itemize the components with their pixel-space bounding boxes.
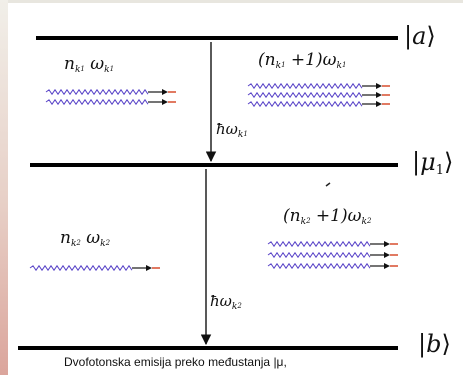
photon-head-upper_right-1 xyxy=(376,83,382,89)
mode-label-lower-right: (nk2 +1)ωk2 xyxy=(283,206,371,227)
photon-wave-lower_right-2 xyxy=(267,251,371,259)
photon-head-upper_right-2 xyxy=(376,92,382,98)
left-border xyxy=(0,0,8,375)
ket-b-symbol: b xyxy=(426,330,442,358)
transition-2-subsub: 2 xyxy=(237,302,242,310)
ur-k: k xyxy=(275,61,282,71)
ul-n: n xyxy=(64,54,75,74)
photon-head-lower_right-3 xyxy=(384,263,390,269)
photon-head-upper_right-3 xyxy=(376,101,382,107)
photon-wave-upper_right-1 xyxy=(247,82,363,90)
lr-omega-k-idx: 2 xyxy=(366,217,372,225)
ll-omega: ω xyxy=(86,228,101,248)
ket-mu1: |μ1⟩ xyxy=(412,148,454,178)
ur-k-idx: 1 xyxy=(281,61,286,69)
photon-wave-upper_left-1 xyxy=(45,88,149,96)
mode-label-upper-right: (nk1 +1)ωk1 xyxy=(258,50,346,71)
ur-prefix: (n xyxy=(258,50,276,70)
ul-k-idx: 1 xyxy=(80,65,85,73)
lr-suffix: +1)ω xyxy=(310,206,362,226)
photon-head-lower_right-2 xyxy=(384,252,390,258)
ur-omega-k: k xyxy=(336,61,342,71)
photon-wave-lower_right-1 xyxy=(267,240,371,248)
transition-label-2: ħωk2 xyxy=(210,292,242,312)
mode-label-lower-left: nk2 ωk2 xyxy=(60,228,110,249)
photon-head-lower_left-1 xyxy=(146,265,152,271)
photon-wave-lower_right-3 xyxy=(267,262,371,270)
transition-2-text: ħω xyxy=(210,292,232,310)
lr-k: k xyxy=(300,217,307,227)
ll-k-idx: 2 xyxy=(76,239,81,247)
ur-suffix: +1)ω xyxy=(285,50,337,70)
photon-head-upper_left-1 xyxy=(162,89,168,95)
ket-a: |a⟩ xyxy=(404,22,436,50)
ll-n: n xyxy=(60,228,71,248)
transition-1-sub: k xyxy=(237,130,244,140)
ul-omega: ω xyxy=(90,54,105,74)
ll-omega-k-idx: 2 xyxy=(105,239,111,247)
ul-omega-k: k xyxy=(104,65,110,75)
lr-prefix: (n xyxy=(283,206,301,226)
transition-1-subsub: 1 xyxy=(243,130,248,138)
photon-head-lower_right-1 xyxy=(384,241,390,247)
mode-label-upper-left: nk1 ωk1 xyxy=(64,54,114,75)
ll-k: k xyxy=(70,239,77,249)
ket-a-symbol: a xyxy=(412,22,427,50)
photon-wave-upper_left-2 xyxy=(45,98,149,106)
ul-omega-k-idx: 1 xyxy=(109,65,115,73)
lr-k-idx: 2 xyxy=(306,217,311,225)
stray-mark xyxy=(325,182,331,187)
photon-wave-upper_right-2 xyxy=(247,91,363,99)
transition-label-1: ħωk1 xyxy=(216,120,248,140)
lr-omega-k: k xyxy=(361,217,367,227)
ket-b: |b⟩ xyxy=(418,330,451,358)
photon-wave-upper_right-3 xyxy=(247,100,363,108)
caption: Dvofotonska emisija preko međustanja |μ, xyxy=(64,355,287,369)
ur-omega-k-idx: 1 xyxy=(341,61,347,69)
transition-2-sub: k xyxy=(231,302,238,312)
photon-wave-lower_left-1 xyxy=(29,264,133,272)
ul-k: k xyxy=(74,65,81,75)
ll-omega-k: k xyxy=(100,239,106,249)
top-border xyxy=(0,0,463,3)
photon-head-upper_left-2 xyxy=(162,99,168,105)
ket-mu1-symbol: μ xyxy=(420,148,436,176)
ket-mu1-sub: 1 xyxy=(435,163,444,178)
transition-1-text: ħω xyxy=(216,120,238,138)
